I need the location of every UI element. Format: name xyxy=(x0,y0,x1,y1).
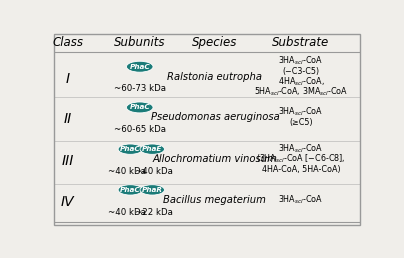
Text: PhaC: PhaC xyxy=(120,146,141,152)
Text: Pseudomonas aeruginosa: Pseudomonas aeruginosa xyxy=(151,112,279,122)
Text: (3HA$_{scl}$-CoA [−C6-C8],: (3HA$_{scl}$-CoA [−C6-C8], xyxy=(256,153,346,165)
Text: PhaC: PhaC xyxy=(120,187,141,193)
Text: II: II xyxy=(63,112,72,126)
Text: 5HA$_{scl}$-CoA, 3MA$_{scl}$-CoA: 5HA$_{scl}$-CoA, 3MA$_{scl}$-CoA xyxy=(254,86,348,98)
Ellipse shape xyxy=(140,144,164,154)
Text: ~40 kDa: ~40 kDa xyxy=(108,167,146,176)
Text: 3HA$_{scl}$-CoA: 3HA$_{scl}$-CoA xyxy=(278,55,324,67)
Ellipse shape xyxy=(126,61,153,72)
Text: Subunits: Subunits xyxy=(114,36,166,49)
Text: (−C3-C5): (−C3-C5) xyxy=(282,67,320,76)
Text: 3HA$_{scl}$-CoA: 3HA$_{scl}$-CoA xyxy=(278,106,324,118)
Ellipse shape xyxy=(126,102,153,113)
Text: ~22 kDa: ~22 kDa xyxy=(135,208,173,217)
Ellipse shape xyxy=(118,185,143,195)
Text: Species: Species xyxy=(192,36,238,49)
Text: PhaC: PhaC xyxy=(129,104,150,110)
Text: ~60-65 kDa: ~60-65 kDa xyxy=(114,125,166,134)
Text: ~60-73 kDa: ~60-73 kDa xyxy=(114,84,166,93)
Text: (≥C5): (≥C5) xyxy=(289,118,313,127)
Ellipse shape xyxy=(140,185,164,195)
FancyBboxPatch shape xyxy=(54,34,360,225)
Text: Allochromatium vinosum: Allochromatium vinosum xyxy=(152,154,277,164)
Text: IV: IV xyxy=(61,195,74,209)
Text: 4HA-CoA, 5HA-CoA): 4HA-CoA, 5HA-CoA) xyxy=(262,165,340,174)
Text: III: III xyxy=(61,154,74,168)
Text: 3HA$_{scl}$-CoA: 3HA$_{scl}$-CoA xyxy=(278,194,324,206)
Ellipse shape xyxy=(118,144,143,154)
Text: Class: Class xyxy=(52,36,83,49)
Text: Bacillus megaterium: Bacillus megaterium xyxy=(164,195,266,205)
Text: Ralstonia eutropha: Ralstonia eutropha xyxy=(167,72,262,82)
Text: 4HA$_{scl}$-CoA,: 4HA$_{scl}$-CoA, xyxy=(278,76,324,88)
Text: I: I xyxy=(66,72,70,86)
Text: Substrate: Substrate xyxy=(272,36,330,49)
Text: ~40 kDa: ~40 kDa xyxy=(135,167,173,176)
Text: ~40 kDa: ~40 kDa xyxy=(108,208,146,217)
Text: PhaC: PhaC xyxy=(129,64,150,70)
Text: 3HA$_{scl}$-CoA: 3HA$_{scl}$-CoA xyxy=(278,142,324,155)
Text: PhaE: PhaE xyxy=(142,146,162,152)
Text: PhaR: PhaR xyxy=(142,187,163,193)
